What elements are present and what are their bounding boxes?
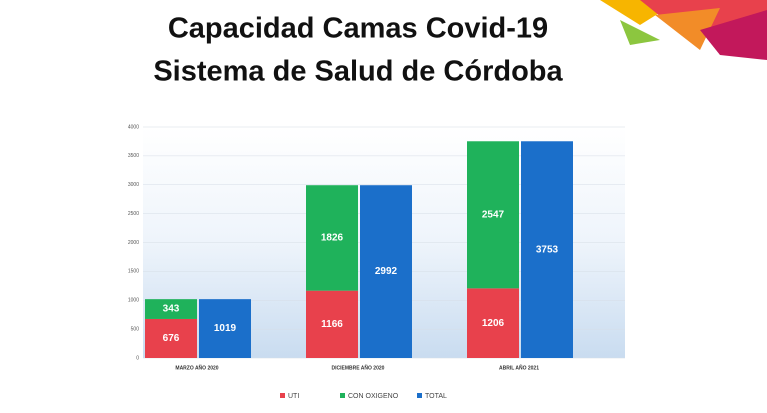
chart-subtitle: Sistema de Salud de Córdoba xyxy=(153,56,563,88)
value-label: 676 xyxy=(163,333,180,344)
value-label: 3753 xyxy=(536,244,559,255)
bar xyxy=(467,141,519,289)
legend-swatch xyxy=(340,393,345,398)
bar xyxy=(360,185,412,358)
x-tick-label: MARZO AÑO 2020 xyxy=(175,364,218,371)
y-tick-label: 1000 xyxy=(128,298,139,304)
y-tick-label: 500 xyxy=(131,326,140,332)
legend-label: UTI xyxy=(288,393,299,400)
legend-swatch xyxy=(280,393,285,398)
bar xyxy=(306,290,358,358)
y-tick-label: 1500 xyxy=(128,269,139,275)
value-label: 1019 xyxy=(214,323,237,334)
legend-swatch xyxy=(417,393,422,398)
bar xyxy=(199,299,251,358)
bar xyxy=(521,141,573,358)
value-label: 2547 xyxy=(482,209,505,220)
value-label: 343 xyxy=(163,304,180,315)
bar xyxy=(145,318,197,358)
value-label: 1826 xyxy=(321,233,344,244)
y-tick-label: 0 xyxy=(136,355,139,361)
y-tick-label: 2000 xyxy=(128,240,139,246)
chart-title: Capacidad Camas Covid-19 xyxy=(168,13,548,45)
value-label: 1166 xyxy=(321,319,343,330)
corner-decoration xyxy=(600,0,767,60)
legend-label: CON OXIGENO xyxy=(348,393,399,400)
y-tick-label: 4000 xyxy=(128,124,139,130)
y-tick-label: 3000 xyxy=(128,182,139,188)
x-tick-label: ABRIL AÑO 2021 xyxy=(499,364,539,371)
x-tick-label: DICIEMBRE AÑO 2020 xyxy=(332,364,385,371)
value-label: 2992 xyxy=(375,266,398,277)
y-tick-label: 3500 xyxy=(128,153,139,159)
legend-label: TOTAL xyxy=(425,393,447,400)
bar xyxy=(145,299,197,319)
y-tick-label: 2500 xyxy=(128,211,139,217)
bar xyxy=(467,288,519,358)
bar xyxy=(306,185,358,291)
value-label: 1206 xyxy=(482,318,505,329)
